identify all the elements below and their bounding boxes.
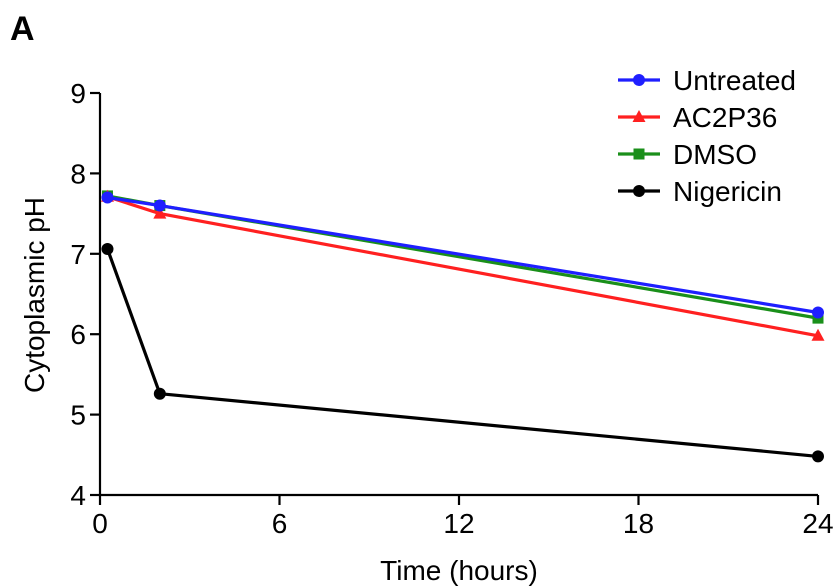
legend-marker xyxy=(632,110,646,122)
legend-marker xyxy=(633,74,645,86)
data-point-nigericin xyxy=(812,450,824,463)
y-tick-label: 9 xyxy=(70,78,86,109)
series-untreated xyxy=(101,191,824,319)
y-tick-label: 6 xyxy=(70,319,86,350)
y-axis-title: Cytoplasmic pH xyxy=(19,197,50,393)
y-tick-label: 5 xyxy=(70,400,86,431)
series-layer xyxy=(100,189,825,463)
legend-label: Nigericin xyxy=(673,176,782,207)
legend-label: AC2P36 xyxy=(673,102,777,133)
data-point-untreated xyxy=(812,306,824,319)
x-tick-label: 24 xyxy=(802,508,833,539)
legend-label: DMSO xyxy=(673,139,757,170)
data-point-nigericin xyxy=(101,242,114,255)
series-nigericin xyxy=(101,242,824,463)
x-tick-label: 0 xyxy=(92,508,108,539)
legend-marker xyxy=(633,185,645,197)
legend-item-untreated: Untreated xyxy=(618,65,796,96)
legend-item-ac2p36: AC2P36 xyxy=(618,102,777,133)
data-point-nigericin xyxy=(153,387,166,400)
x-tick-label: 18 xyxy=(623,508,654,539)
legend-marker xyxy=(633,148,645,160)
data-point-untreated xyxy=(153,199,166,212)
data-point-untreated xyxy=(101,191,114,204)
legend-item-nigericin: Nigericin xyxy=(618,176,782,207)
y-tick-label: 4 xyxy=(70,480,86,511)
y-tick-label: 7 xyxy=(70,239,86,270)
series-line-untreated xyxy=(107,195,819,315)
series-line-ac2p36 xyxy=(106,195,819,338)
x-axis-title: Time (hours) xyxy=(380,555,538,586)
y-tick-label: 8 xyxy=(70,158,86,189)
legend-item-dmso: DMSO xyxy=(618,139,757,170)
panel-label: A xyxy=(10,10,35,48)
data-point-ac2p36 xyxy=(153,206,167,219)
legend: Untreated AC2P36 DMSO Nigericin xyxy=(618,65,796,207)
axes: 0 6 12 18 24 4 5 6 7 8 9 xyxy=(70,78,833,539)
series-line-nigericin xyxy=(105,248,819,459)
data-point-ac2p36 xyxy=(811,328,825,341)
legend-label: Untreated xyxy=(673,65,796,96)
series-dmso xyxy=(101,190,824,324)
x-tick-label: 6 xyxy=(272,508,288,539)
x-tick-label: 12 xyxy=(443,508,474,539)
